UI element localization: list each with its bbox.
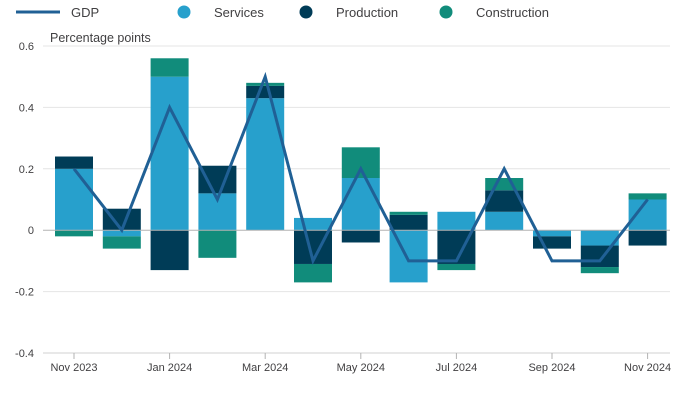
- bar-construction: [437, 263, 476, 271]
- bar-production: [246, 85, 285, 99]
- x-tick-label: Nov 2024: [624, 362, 671, 374]
- y-tick-label: 0.2: [19, 164, 34, 176]
- y-tick-label: 0.4: [19, 102, 34, 114]
- legend-swatch-services: [177, 5, 191, 19]
- x-tick-label: May 2024: [337, 362, 385, 374]
- bar-services: [341, 178, 380, 231]
- bar-services: [294, 217, 332, 231]
- bar-production: [102, 208, 141, 231]
- bar-construction: [198, 230, 237, 258]
- y-tick-label: 0.6: [19, 41, 34, 53]
- bar-services: [102, 230, 141, 237]
- x-tick-label: Mar 2024: [242, 362, 288, 374]
- bar-services: [580, 230, 619, 246]
- y-tick-label: -0.4: [15, 348, 34, 360]
- bar-production: [198, 165, 237, 194]
- gdp-line-path: [72, 71, 649, 266]
- bar-services: [533, 230, 571, 237]
- bar-production: [389, 214, 428, 231]
- bar-construction: [246, 82, 285, 86]
- x-tick-label: Jan 2024: [147, 362, 192, 374]
- legend-label: Services: [214, 5, 264, 20]
- bar-construction: [485, 178, 524, 191]
- x-ticks: Nov 2023 Jan 2024 Mar 2024 May 2024 Jul 2024…: [43, 352, 671, 374]
- bar-production: [55, 156, 93, 169]
- bar-construction: [150, 58, 189, 77]
- bar-production: [628, 230, 667, 246]
- legend-label: Production: [336, 5, 398, 20]
- bar-construction: [580, 267, 619, 274]
- x-tick-label: Sep 2024: [528, 362, 575, 374]
- bar-construction: [341, 147, 380, 179]
- bar-production: [150, 230, 189, 271]
- bar-production: [485, 190, 524, 212]
- bar-construction: [55, 230, 93, 237]
- bar-construction: [628, 193, 667, 200]
- bar-services: [55, 168, 93, 231]
- legend: GDP Services Production Construction: [16, 5, 549, 20]
- bar-construction: [102, 236, 141, 249]
- y-ticks: -0.4 -0.2 0 0.2 0.4 0.6: [15, 41, 34, 360]
- y-axis-label: Percentage points: [50, 31, 151, 45]
- bar-services: [437, 211, 476, 231]
- bar-services: [246, 98, 285, 231]
- bar-construction: [294, 263, 332, 283]
- legend-swatch-construction: [439, 5, 453, 19]
- legend-label: GDP: [71, 5, 99, 20]
- legend-swatch-production: [299, 5, 313, 19]
- x-tick-label: Nov 2023: [50, 362, 97, 374]
- gdp-line: [72, 71, 649, 266]
- y-tick-label: -0.2: [15, 287, 34, 299]
- y-tick-label: 0: [28, 225, 34, 237]
- bar-production: [580, 245, 619, 268]
- bar-construction: [389, 211, 428, 215]
- x-tick-label: Jul 2024: [436, 362, 478, 374]
- legend-label: Construction: [476, 5, 549, 20]
- bar-services: [485, 211, 524, 231]
- bar-production: [341, 230, 380, 243]
- bar-services: [150, 76, 189, 231]
